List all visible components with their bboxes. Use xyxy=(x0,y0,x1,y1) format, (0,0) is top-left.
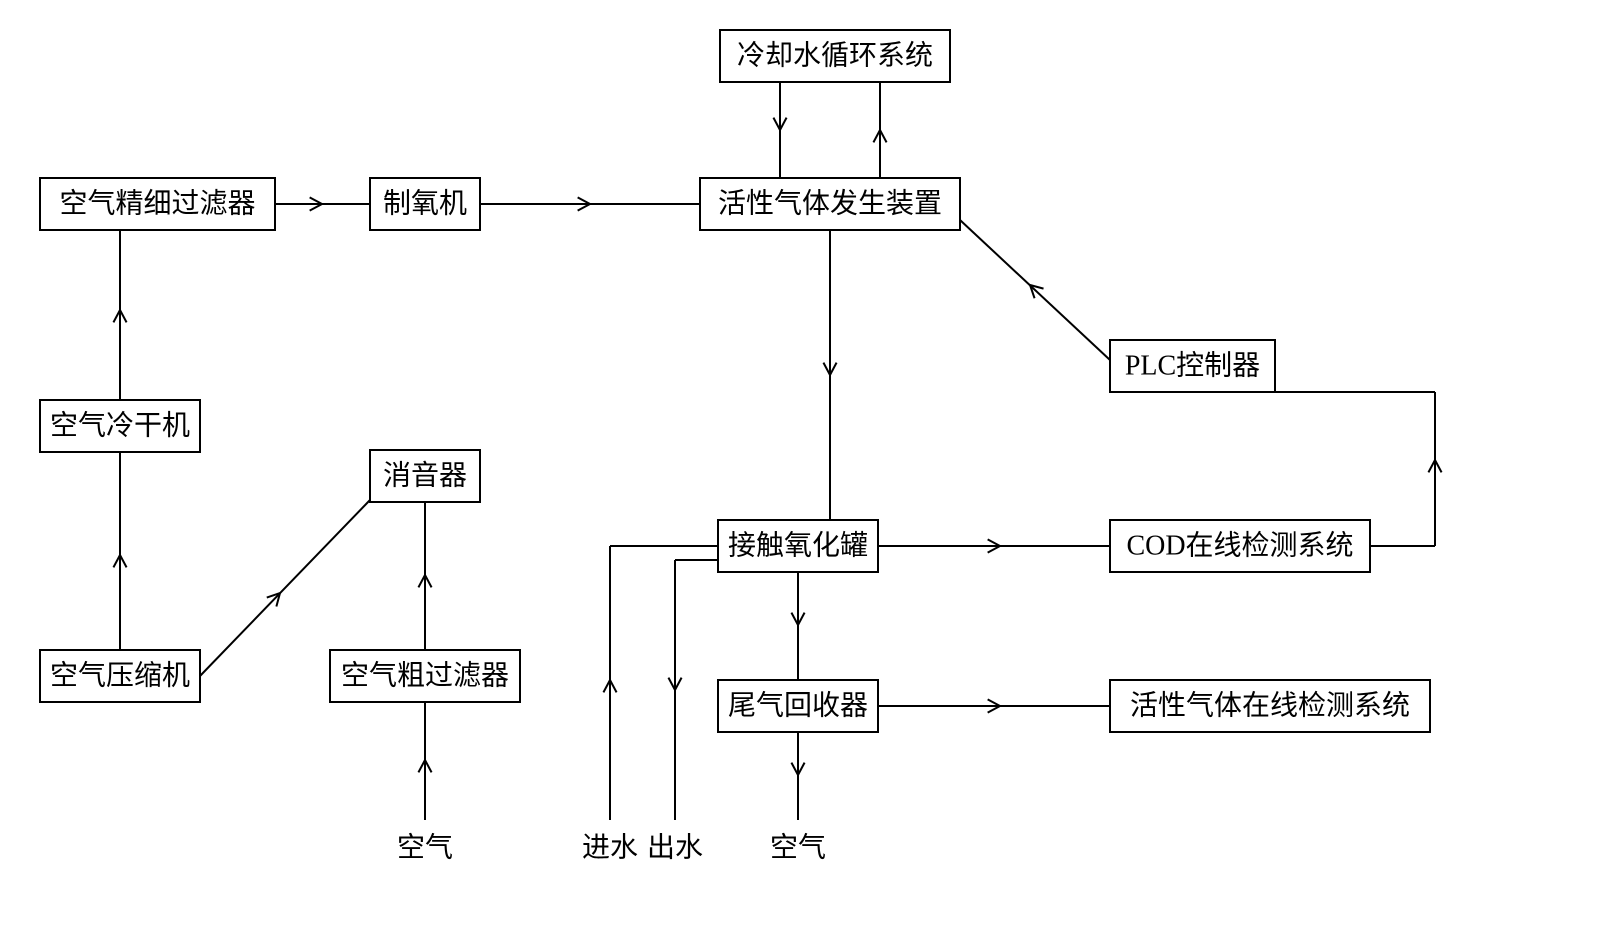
flow-edge xyxy=(960,220,1110,360)
node-label: 尾气回收器 xyxy=(728,689,868,721)
node-label: 接触氧化罐 xyxy=(728,529,868,561)
node-coarse_filter: 空气粗过滤器 xyxy=(330,650,520,702)
flowchart-canvas: 空气精细过滤器制氧机活性气体发生装置冷却水循环系统空气冷干机消音器空气压缩机空气… xyxy=(0,0,1624,936)
node-air_dryer: 空气冷干机 xyxy=(40,400,200,452)
node-plc: PLC控制器 xyxy=(1110,340,1275,392)
label-water_out: 出水 xyxy=(647,831,703,863)
node-tail_gas: 尾气回收器 xyxy=(718,680,878,732)
node-label: 冷却水循环系统 xyxy=(737,39,933,71)
node-label: COD在线检测系统 xyxy=(1126,529,1353,561)
node-active_gas_gen: 活性气体发生装置 xyxy=(700,178,960,230)
node-label: 消音器 xyxy=(383,459,467,491)
node-label: 活性气体在线检测系统 xyxy=(1130,689,1410,721)
node-silencer: 消音器 xyxy=(370,450,480,502)
label-air_in_1: 空气 xyxy=(397,831,453,863)
node-label: 空气粗过滤器 xyxy=(341,659,509,691)
node-active_gas_detect: 活性气体在线检测系统 xyxy=(1110,680,1430,732)
node-label: 空气压缩机 xyxy=(50,659,190,691)
node-oxygen_gen: 制氧机 xyxy=(370,178,480,230)
node-cooling_water: 冷却水循环系统 xyxy=(720,30,950,82)
label-water_in: 进水 xyxy=(582,831,638,863)
node-contact_tank: 接触氧化罐 xyxy=(718,520,878,572)
node-air_compressor: 空气压缩机 xyxy=(40,650,200,702)
node-label: 空气精细过滤器 xyxy=(59,187,255,219)
node-label: PLC控制器 xyxy=(1125,349,1260,381)
node-fine_filter: 空气精细过滤器 xyxy=(40,178,275,230)
node-label: 空气冷干机 xyxy=(50,409,190,441)
node-label: 制氧机 xyxy=(383,187,467,219)
node-label: 活性气体发生装置 xyxy=(718,187,942,219)
label-air_out: 空气 xyxy=(770,831,826,863)
node-cod_detect: COD在线检测系统 xyxy=(1110,520,1370,572)
